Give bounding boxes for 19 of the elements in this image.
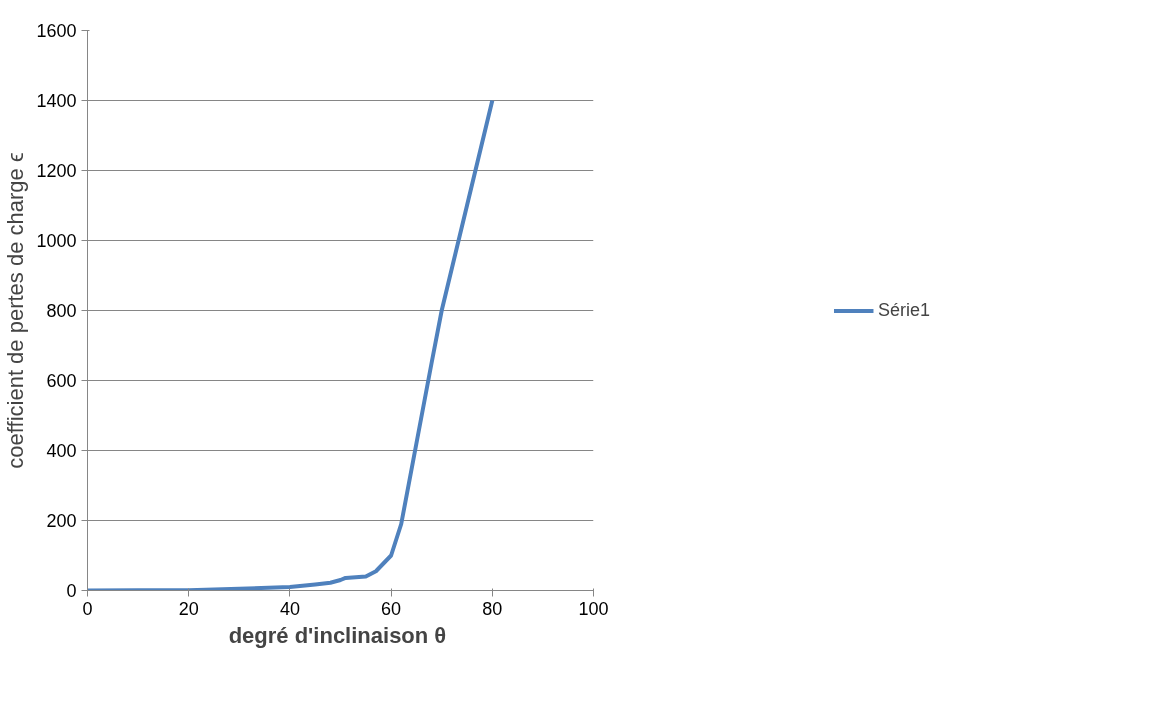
legend-label: Série1 [877,299,931,321]
x-tick-label: 60 [381,598,402,619]
x-tick-label: 20 [178,598,199,619]
y-tick-label: 1000 [36,231,77,251]
x-axis-title: degré d'inclinaison θ [228,622,447,648]
x-tick-label: 0 [82,598,93,619]
y-tick-label: 1600 [36,21,77,41]
y-tick-label: 600 [46,371,77,391]
y-tick-label: 1400 [36,91,77,111]
y-tick-label: 1200 [36,161,77,181]
y-axis-title: coefficient de pertes de charge ϵ [3,152,29,469]
x-tick-label: 80 [482,598,503,619]
y-tick-label: 400 [46,441,77,461]
y-tick-label: 200 [46,511,77,531]
y-tick-label: 800 [46,301,77,321]
x-tick-label: 40 [279,598,300,619]
x-tick-label: 100 [578,598,609,619]
y-tick-label: 0 [66,581,77,601]
line-series [87,98,495,591]
